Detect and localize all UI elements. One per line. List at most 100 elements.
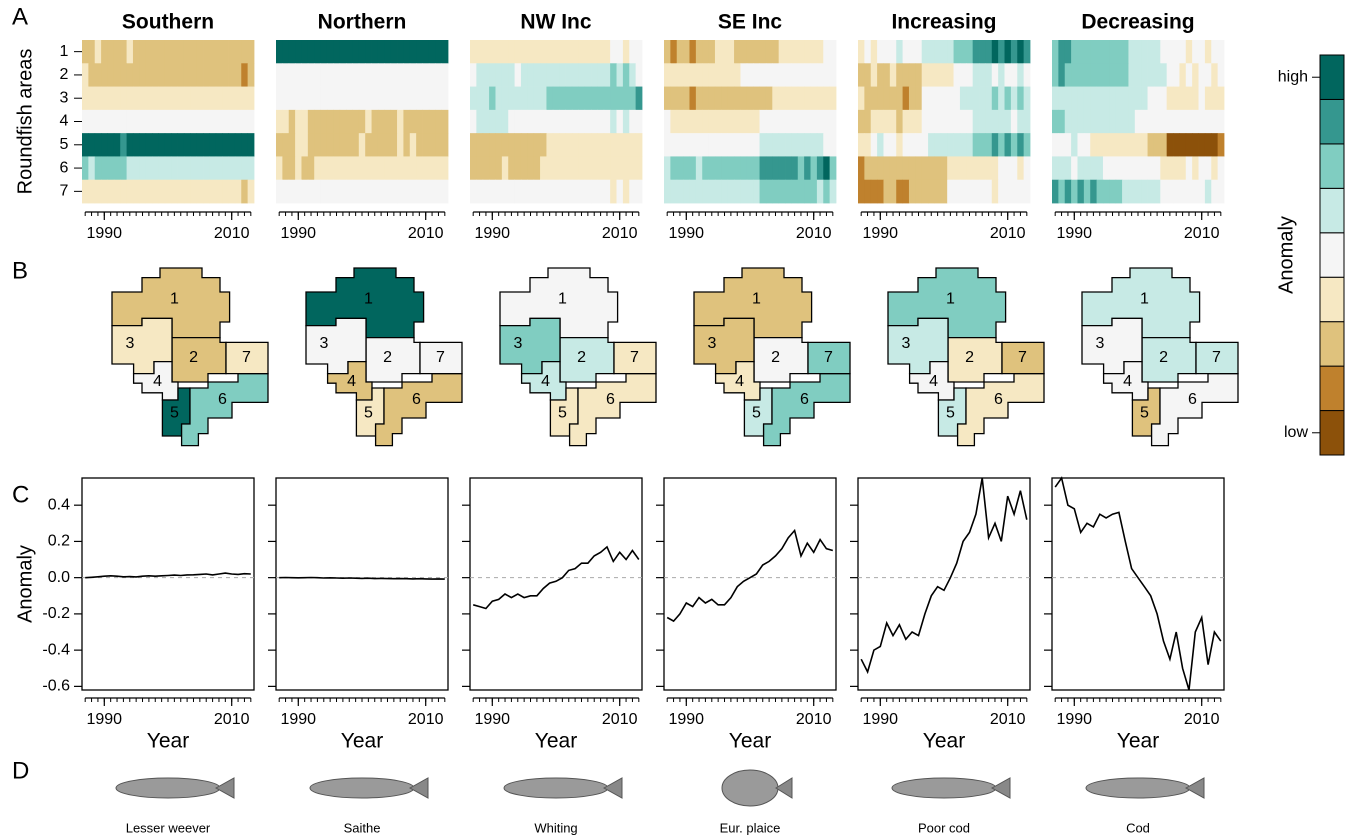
heat-cell [384, 63, 392, 87]
heat-cell [241, 86, 249, 111]
heat-cell [591, 133, 598, 157]
map-area [947, 336, 1003, 383]
heat-cell [209, 63, 217, 87]
heat-cell [765, 86, 773, 111]
heat-cell [358, 179, 366, 204]
heat-cell [222, 133, 229, 157]
heat-cell [966, 63, 974, 87]
x-tick-label: 1990 [1056, 711, 1092, 728]
heat-cell [578, 156, 586, 181]
heat-cell [797, 109, 805, 134]
heat-cell [591, 86, 598, 111]
heat-cell [183, 86, 191, 111]
heat-cell [565, 109, 573, 134]
heat-cell [403, 63, 411, 87]
heat-cell [1115, 109, 1123, 134]
heat-cell [495, 133, 503, 157]
heat-cell [282, 179, 290, 204]
heat-cell [934, 86, 942, 111]
heat-cell [546, 179, 554, 204]
heat-cell [791, 156, 799, 181]
heat-cell [829, 86, 837, 111]
heat-cell [991, 133, 999, 157]
map: 1 2 3 45 6 7 [111, 267, 269, 447]
heat-cell [947, 63, 954, 87]
heat-cell [972, 179, 980, 204]
heat-cell [1160, 40, 1168, 64]
heat-cell [247, 109, 255, 134]
heat-cell [533, 40, 541, 64]
heat-cell [126, 86, 134, 111]
heat-cell [1023, 63, 1031, 87]
heat-cell [1185, 156, 1193, 181]
y-tick-label: 0.4 [48, 496, 70, 513]
heat-cell [495, 86, 503, 111]
heat-cell [377, 40, 385, 64]
heat-cell [972, 109, 980, 134]
colorbar-box [1319, 232, 1345, 278]
heat-cell [1096, 109, 1104, 134]
heat-cell [540, 63, 547, 87]
heat-cell [307, 179, 315, 204]
heat-cell [772, 133, 780, 157]
heat-cell [527, 40, 535, 64]
heat-cell [915, 86, 923, 111]
heat-cell [190, 86, 198, 111]
heat-cell [435, 133, 443, 157]
heat-cell [902, 156, 910, 181]
heat-cell [377, 63, 385, 87]
heat-cell [1058, 179, 1066, 204]
heat-cell [1141, 109, 1148, 134]
heat-cell [1185, 133, 1193, 157]
heat-cell [603, 179, 611, 204]
heat-cell [676, 63, 684, 87]
heat-cell [953, 156, 961, 181]
heat-cell [1160, 63, 1168, 87]
heat-cell [629, 133, 637, 157]
heat-cell [241, 179, 249, 204]
species-name: Lesser weever [126, 820, 211, 835]
heat-cell [1204, 109, 1212, 134]
heat-cell [571, 63, 579, 87]
heat-cell [139, 86, 147, 111]
heat-cell [953, 133, 961, 157]
heat-cell [629, 109, 637, 134]
heat-cell [88, 156, 96, 181]
heat-cell [164, 109, 172, 134]
heat-cell [352, 40, 360, 64]
plot-frame [81, 477, 255, 691]
heat-cell [670, 63, 678, 87]
area-label: 6 [412, 391, 421, 408]
heat-cell [1192, 156, 1199, 181]
area-label: 2 [189, 349, 198, 366]
heat-cell [94, 133, 102, 157]
heat-cell [791, 133, 799, 157]
x-tick-label: 2010 [796, 711, 832, 728]
heat-cell [164, 133, 172, 157]
heat-cell [979, 133, 986, 157]
x-tick-label: 2010 [990, 711, 1026, 728]
heat-cell [953, 86, 961, 111]
heat-cell [1102, 86, 1110, 111]
heat-cell [295, 63, 302, 87]
heat-cell [1153, 133, 1161, 157]
heat-cell [1147, 133, 1155, 157]
heat-cell [295, 86, 302, 111]
heat-cell [959, 63, 967, 87]
heat-cell [991, 63, 999, 87]
x-axis-label: Year [535, 730, 577, 753]
heat-cell [113, 109, 121, 134]
heat-cell [759, 63, 767, 87]
heat-cell [889, 109, 897, 134]
heat-cell [689, 40, 697, 64]
heat-cell [113, 86, 121, 111]
heat-cell [864, 109, 872, 134]
heat-cell [870, 109, 878, 134]
area-label: 3 [320, 335, 329, 352]
heat-cell [377, 133, 385, 157]
heat-cell [295, 109, 302, 134]
heat-cell [282, 156, 290, 181]
heat-cell [495, 109, 503, 134]
heat-cell [358, 86, 366, 111]
heat-cell [721, 156, 729, 181]
